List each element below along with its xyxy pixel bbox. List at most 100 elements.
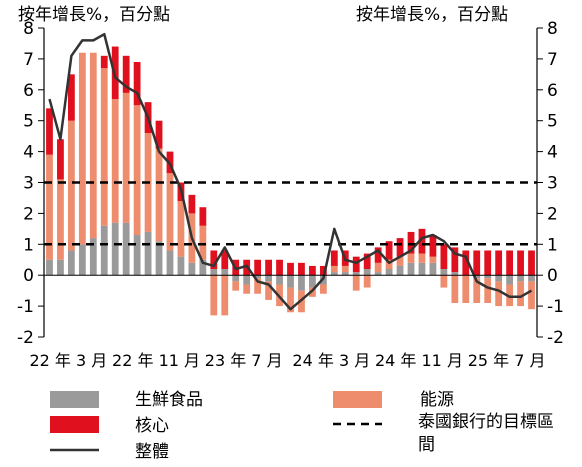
right-y-tick-label: 2 bbox=[547, 204, 558, 224]
bar-fresh-food bbox=[352, 272, 360, 276]
bar-fresh-food bbox=[188, 262, 196, 276]
bar-energy bbox=[67, 120, 75, 251]
bar-fresh-food bbox=[232, 275, 240, 282]
left-y-tick-label: 3 bbox=[23, 174, 34, 194]
bar-core bbox=[276, 259, 283, 276]
bar-core bbox=[46, 108, 53, 155]
bar-core bbox=[495, 250, 503, 276]
bar-core bbox=[122, 55, 130, 93]
bar-energy bbox=[506, 284, 514, 307]
bar-fresh-food bbox=[78, 244, 86, 276]
headline-line bbox=[48, 32, 533, 311]
bar-fresh-food bbox=[495, 275, 503, 282]
bar-fresh-food bbox=[89, 238, 97, 276]
legend-swatch-energy bbox=[333, 391, 382, 408]
bar-core bbox=[100, 55, 108, 69]
bar-fresh-food bbox=[528, 275, 535, 282]
bar-fresh-food bbox=[506, 275, 514, 285]
bar-energy bbox=[440, 275, 448, 288]
bar-fresh-food bbox=[407, 262, 415, 276]
right-y-tick-label: -1 bbox=[547, 297, 564, 317]
x-tick-label: 24 年 11 月 bbox=[375, 351, 463, 370]
bar-fresh-food bbox=[144, 231, 152, 276]
bar-fresh-food bbox=[155, 241, 163, 276]
bar-fresh-food bbox=[374, 272, 382, 276]
legend: 生鮮食品 能源 核心 泰國銀行的目標區間 整體 bbox=[50, 390, 554, 462]
bar-fresh-food bbox=[517, 275, 524, 282]
bar-core bbox=[298, 262, 305, 276]
bar-energy bbox=[352, 275, 360, 291]
right-y-tick-label: 6 bbox=[547, 81, 558, 101]
bar-core bbox=[265, 259, 272, 276]
bar-energy bbox=[122, 92, 130, 223]
bar-core bbox=[330, 250, 338, 266]
bar-fresh-food bbox=[265, 275, 272, 282]
bar-fresh-food bbox=[396, 265, 404, 276]
bar-energy bbox=[407, 253, 415, 263]
bar-fresh-food bbox=[363, 269, 371, 276]
bar-energy bbox=[46, 154, 53, 260]
bar-core bbox=[506, 250, 514, 276]
bar-core bbox=[440, 244, 448, 270]
bar-fresh-food bbox=[46, 259, 53, 276]
bar-fresh-food bbox=[243, 275, 251, 285]
bar-core bbox=[155, 120, 163, 149]
right-y-tick-label: -2 bbox=[547, 328, 564, 348]
bar-energy bbox=[287, 287, 294, 313]
right-y-tick-label: 5 bbox=[547, 112, 558, 132]
bar-fresh-food bbox=[484, 275, 492, 279]
bar-core bbox=[210, 250, 218, 270]
left-y-tick-label: 1 bbox=[23, 235, 34, 255]
bar-fresh-food bbox=[122, 222, 130, 276]
bar-fresh-food bbox=[67, 250, 75, 276]
bar-energy bbox=[177, 201, 185, 257]
bar-energy bbox=[374, 262, 382, 273]
bar-fresh-food bbox=[385, 269, 393, 276]
bar-fresh-food bbox=[418, 262, 426, 276]
bar-core bbox=[352, 256, 360, 273]
left-y-tick-label: 5 bbox=[23, 112, 34, 132]
x-tick-label: 25 年 7 月 bbox=[468, 351, 546, 370]
bar-core bbox=[407, 231, 415, 254]
bar-energy bbox=[451, 275, 459, 304]
bar-energy bbox=[166, 173, 174, 251]
bar-core bbox=[385, 241, 393, 260]
right-y-tick-label: 0 bbox=[547, 266, 558, 286]
left-y-tick-label: 0 bbox=[23, 266, 34, 286]
bar-core bbox=[374, 247, 382, 263]
legend-swatch-fresh-food bbox=[50, 391, 99, 408]
bar-fresh-food bbox=[330, 272, 338, 276]
bar-core bbox=[396, 238, 404, 257]
bar-energy bbox=[89, 52, 97, 239]
bar-energy bbox=[473, 278, 481, 304]
bar-fresh-food bbox=[177, 256, 185, 276]
bar-fresh-food bbox=[133, 235, 141, 276]
left-y-tick-label: 4 bbox=[23, 143, 34, 163]
right-y-tick-label: 7 bbox=[547, 50, 558, 70]
bar-energy bbox=[111, 99, 119, 223]
x-tick-label: 23 年 7 月 bbox=[205, 351, 283, 370]
bar-core bbox=[473, 250, 481, 276]
bar-core bbox=[462, 250, 470, 276]
legend-label-fresh-food: 生鮮食品 bbox=[135, 390, 203, 410]
bar-core bbox=[484, 250, 492, 276]
bar-core bbox=[199, 207, 207, 226]
bar-fresh-food bbox=[341, 272, 349, 276]
bar-core bbox=[528, 250, 535, 276]
bar-energy bbox=[210, 275, 218, 316]
bar-energy bbox=[100, 68, 108, 226]
bar-energy bbox=[396, 256, 404, 266]
legend-label-core: 核心 bbox=[135, 416, 169, 436]
bar-core bbox=[57, 139, 64, 180]
bar-energy bbox=[243, 284, 251, 294]
bar-energy bbox=[78, 52, 86, 245]
left-y-tick-label: -1 bbox=[17, 297, 34, 317]
bar-energy bbox=[495, 281, 503, 307]
right-axis-label: 按年增長%，百分點 bbox=[356, 5, 508, 25]
bar-fresh-food bbox=[100, 225, 108, 276]
bar-core bbox=[287, 262, 294, 276]
left-y-tick-label: 2 bbox=[23, 204, 34, 224]
bar-core bbox=[67, 74, 75, 121]
bar-fresh-food bbox=[429, 262, 437, 276]
right-y-tick-label: 1 bbox=[547, 235, 558, 255]
